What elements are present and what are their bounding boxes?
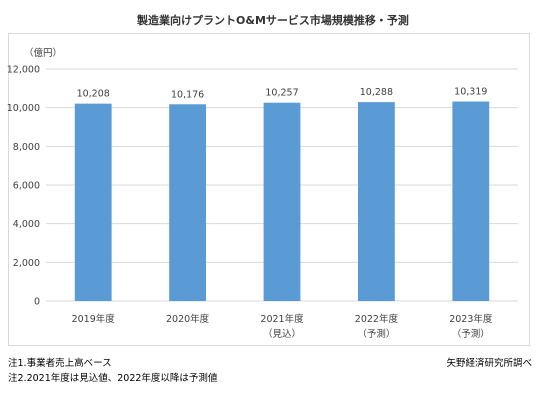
bar-value-label: 10,319 (454, 86, 487, 97)
chart-title: 製造業向けプラントO&Mサービス市場規模推移・予測 (137, 14, 409, 27)
x-axis-ticks: 2019年度 2020年度 2021年度 （見込） 2022年度 （予測） 2023年度 （予… (72, 313, 493, 340)
x-tick-label: 2021年度 (260, 313, 304, 325)
y-axis-unit-label: （億円） (24, 47, 62, 59)
source-credit: 矢野経済研究所調べ (446, 358, 532, 369)
note-2: 注2.2021年度は見込値、2022年度以降は予測値 (8, 373, 218, 384)
y-tick-label: 0 (34, 297, 40, 308)
note-1: 注1.事業者売上高ベース (8, 358, 112, 369)
y-tick-label: 2,000 (13, 258, 40, 269)
bar (357, 102, 395, 301)
x-tick-label: 2019年度 (72, 313, 116, 325)
y-tick-label: 6,000 (13, 181, 40, 192)
y-axis-ticks: 0 2,000 4,000 6,000 8,000 10,000 12,000 (7, 65, 40, 308)
bar-value-label: 10,257 (265, 88, 298, 99)
x-tick-label: 2022年度 (355, 313, 399, 325)
x-tick-label: （予測） (452, 328, 490, 340)
y-tick-label: 8,000 (13, 142, 40, 153)
bar-value-label: 10,288 (360, 87, 393, 98)
data-labels: 10,208 10,176 10,257 10,288 10,319 (77, 86, 488, 100)
bar (74, 103, 112, 302)
x-tick-label: 2023年度 (449, 313, 493, 325)
bar (169, 104, 207, 301)
bar (452, 101, 490, 302)
x-tick-label: （予測） (357, 328, 395, 340)
chart-frame (8, 33, 530, 346)
bar (263, 102, 301, 301)
x-tick-label: （見込） (263, 328, 301, 340)
y-tick-label: 10,000 (7, 103, 40, 114)
bar-value-label: 10,208 (77, 89, 110, 100)
y-tick-label: 12,000 (7, 65, 40, 76)
bars (74, 101, 490, 302)
bar-value-label: 10,176 (171, 89, 204, 100)
x-tick-label: 2020年度 (166, 313, 210, 325)
y-tick-label: 4,000 (13, 219, 40, 230)
